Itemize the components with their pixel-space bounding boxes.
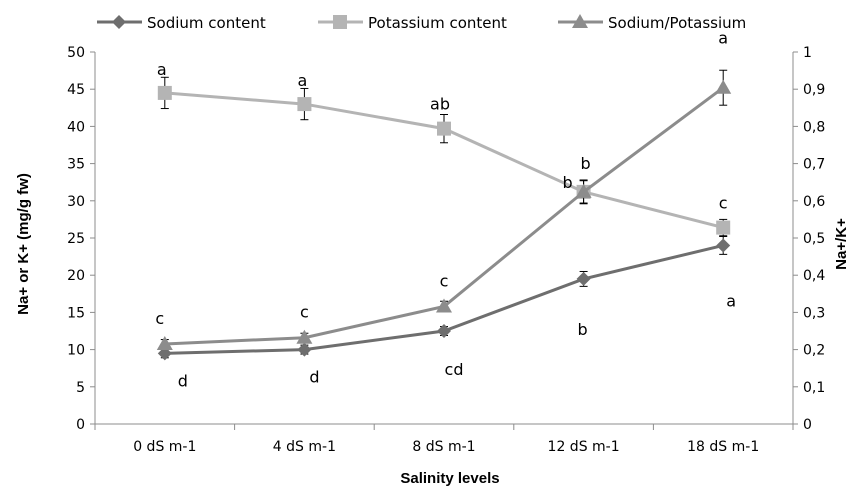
legend-label: Sodium/Potassium [608, 14, 746, 32]
significance-label: a [726, 291, 736, 310]
y2-tick-label: 0,7 [803, 157, 825, 173]
y-axis-title: Na+ or K+ (mg/g fw) [15, 173, 32, 315]
y2-tick-label: 0,9 [803, 82, 825, 98]
y-tick-label: 35 [67, 157, 85, 173]
data-point [575, 183, 592, 198]
data-point [297, 342, 312, 357]
legend-item: Sodium content [97, 14, 266, 32]
data-point [576, 271, 591, 286]
significance-label: a [297, 71, 307, 90]
y2-tick-label: 0,3 [803, 305, 825, 321]
legend-label: Sodium content [147, 14, 266, 32]
data-point [437, 121, 451, 136]
y2-tick-label: 0,6 [803, 194, 825, 210]
y-tick-label: 30 [67, 194, 85, 210]
y2-tick-label: 0,4 [803, 268, 825, 284]
y2-axis-title: Na+/K+ [833, 218, 850, 270]
x-tick-label: 18 dS m-1 [687, 439, 759, 455]
y-tick-label: 25 [67, 231, 85, 247]
y-tick-label: 0 [76, 417, 85, 433]
y-tick-label: 10 [67, 343, 85, 359]
data-point [715, 79, 732, 94]
x-axis-title: Salinity levels [400, 470, 499, 487]
legend-item: Potassium content [318, 14, 507, 32]
axes: 0 5 10 15 20 25 30 35 40 45 50 0 0,1 0,2 0,3 0,4 0,5 0,6 0… [67, 45, 825, 455]
significance-label: b [578, 320, 588, 339]
y2-tick-label: 1 [803, 45, 812, 61]
significance-label: a [157, 60, 167, 79]
y-tick-label: 50 [67, 45, 85, 61]
y-tick-label: 45 [67, 82, 85, 98]
y2-tick-label: 0,8 [803, 119, 825, 135]
data-point [437, 324, 451, 338]
legend-marker [112, 15, 126, 29]
significance-label: b [581, 154, 591, 173]
y2-tick-label: 0 [803, 417, 812, 433]
data-point [156, 336, 173, 351]
data-point [157, 85, 172, 100]
data-point [716, 220, 731, 235]
series-sodium-potassium: c c c b a [155, 29, 732, 351]
legend-label: Potassium content [368, 14, 507, 32]
data-point [296, 329, 313, 344]
significance-label: ab [430, 95, 450, 114]
x-tick-label: 4 dS m-1 [273, 439, 336, 455]
y-tick-label: 40 [67, 119, 85, 135]
x-tick-label: 0 dS m-1 [133, 439, 196, 455]
significance-label: b [563, 173, 573, 192]
data-point [716, 238, 731, 253]
legend-marker [572, 14, 588, 28]
significance-label: c [719, 194, 728, 213]
data-point [297, 97, 312, 112]
y-tick-label: 15 [67, 305, 85, 321]
legend: Sodium content Potassium content Sodium/Po… [97, 14, 746, 32]
y-tick-label: 5 [76, 380, 85, 396]
y-tick-label: 20 [67, 268, 85, 284]
series-potassium-content: a a ab b c [157, 60, 731, 237]
significance-label: d [309, 368, 319, 387]
data-point [436, 298, 452, 313]
series-sodium-content: d d cd b a [157, 236, 736, 390]
significance-label: a [718, 29, 728, 48]
x-tick-label: 8 dS m-1 [412, 439, 475, 455]
y2-tick-label: 0,1 [803, 380, 825, 396]
significance-label: c [440, 271, 449, 290]
y2-tick-label: 0,2 [803, 343, 825, 359]
significance-label: d [178, 371, 188, 390]
y2-tick-label: 0,5 [803, 231, 825, 247]
x-tick-label: 12 dS m-1 [548, 439, 620, 455]
significance-label: cd [445, 360, 464, 379]
significance-label: c [300, 303, 309, 322]
legend-item: Sodium/Potassium [558, 14, 746, 32]
legend-marker [333, 15, 347, 29]
significance-label: c [155, 309, 164, 328]
